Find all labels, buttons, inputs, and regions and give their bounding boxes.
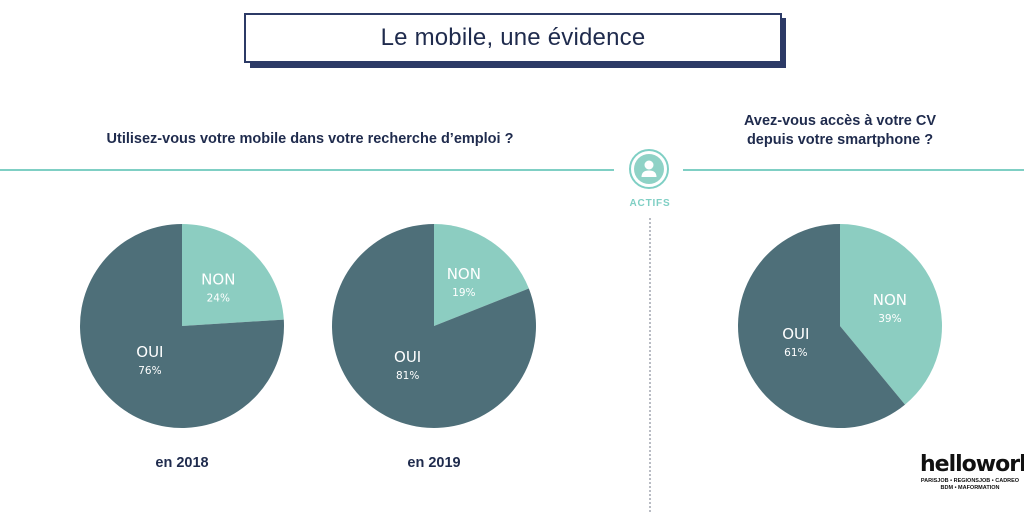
question-cv-access: Avez-vous accès à votre CV depuis votre …	[743, 113, 937, 148]
pie-value-non: 24%	[207, 292, 230, 304]
pie-slice-non	[182, 224, 284, 326]
pie-slice-oui	[738, 224, 906, 428]
pie-slice-non	[434, 224, 529, 326]
actifs-label: ACTIFS	[629, 198, 671, 209]
pie-chart-2018: NON 24% OUI 76%	[78, 222, 286, 430]
pie-value-non: 19%	[452, 287, 475, 299]
pie-slice-non	[840, 224, 942, 405]
caption-2019: en 2019	[407, 455, 461, 471]
pie-label-oui: OUI	[136, 343, 163, 361]
pie-chart-2019: NON 19% OUI 81%	[330, 222, 538, 430]
pie-slice-oui	[80, 224, 284, 428]
divider-right	[683, 169, 1024, 171]
logo-subtitle: PARISJOB • REGIONSJOB • CADREO BDM • MAF…	[920, 478, 1020, 491]
logo-wordmark: hellowork	[920, 452, 1024, 477]
divider-left	[0, 169, 614, 171]
vertical-dotted-separator	[649, 218, 651, 512]
caption-2018: en 2018	[155, 455, 209, 471]
pie-label-oui: OUI	[782, 325, 809, 343]
hellowork-logo: hellowork PARISJOB • REGIONSJOB • CADREO…	[920, 452, 1024, 492]
actifs-badge	[629, 149, 669, 189]
user-icon	[641, 160, 657, 177]
pie-label-oui: OUI	[394, 348, 421, 366]
pie-chart-cv-access: NON 39% OUI 61%	[736, 222, 944, 430]
pie-label-non: NON	[447, 265, 481, 283]
pie-slice-oui	[332, 224, 536, 428]
pie-label-non: NON	[201, 270, 235, 288]
question-mobile-usage: Utilisez-vous votre mobile dans votre re…	[106, 131, 514, 147]
pie-value-oui: 61%	[784, 347, 807, 359]
pie-label-non: NON	[873, 291, 907, 309]
page-title: Le mobile, une évidence	[244, 13, 782, 63]
pie-value-oui: 76%	[138, 365, 161, 377]
pie-value-non: 39%	[878, 313, 901, 325]
pie-value-oui: 81%	[396, 370, 419, 382]
